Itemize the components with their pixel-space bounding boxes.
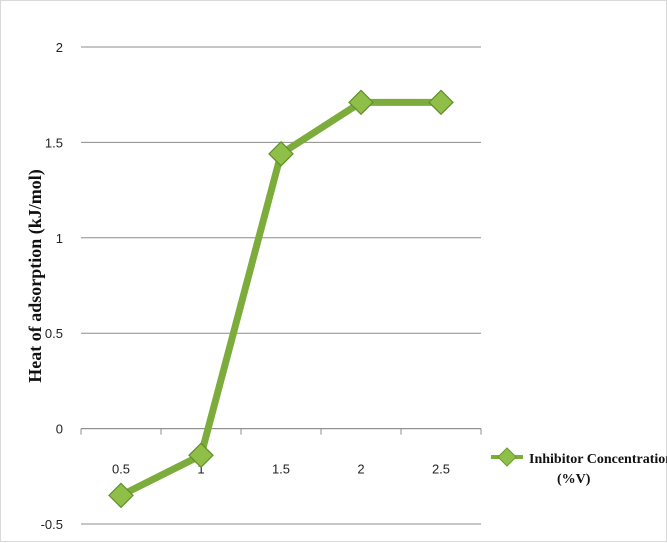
data-point-0 <box>108 482 134 509</box>
y-tick-label-3: 0.5 <box>45 326 63 341</box>
x-tick-label-2: 1.5 <box>272 462 290 477</box>
data-point-1 <box>188 442 214 469</box>
x-tick-label-4: 2.5 <box>432 462 450 477</box>
y-tick-label-4: 0 <box>56 422 63 437</box>
y-axis-label: Heat of adsorption (kJ/mol) <box>25 169 46 383</box>
legend-marker <box>497 447 517 467</box>
y-tick-label-0: 2 <box>56 40 63 55</box>
data-point-2 <box>268 140 294 167</box>
y-tick-label-2: 1 <box>56 231 63 246</box>
axes <box>80 428 482 435</box>
series-group <box>108 89 454 509</box>
x-tick-label-3: 2 <box>357 462 364 477</box>
gridlines <box>81 46 481 525</box>
x-tick-label-1: 1 <box>197 462 204 477</box>
data-point-4 <box>428 89 454 116</box>
y-tick-label-1: 1.5 <box>45 135 63 150</box>
legend-label-unit: (%V) <box>557 472 591 487</box>
data-point-3 <box>348 89 374 116</box>
legend: Inhibitor Concentration (%V) <box>491 447 667 487</box>
x-tick-labels: 0.5 1 1.5 2 2.5 <box>112 462 450 477</box>
y-tick-label-5: -0.5 <box>41 517 63 532</box>
legend-label: Inhibitor Concentration <box>529 452 667 467</box>
x-tick-label-0: 0.5 <box>112 462 130 477</box>
y-tick-labels: 2 1.5 1 0.5 0 -0.5 <box>41 40 63 532</box>
